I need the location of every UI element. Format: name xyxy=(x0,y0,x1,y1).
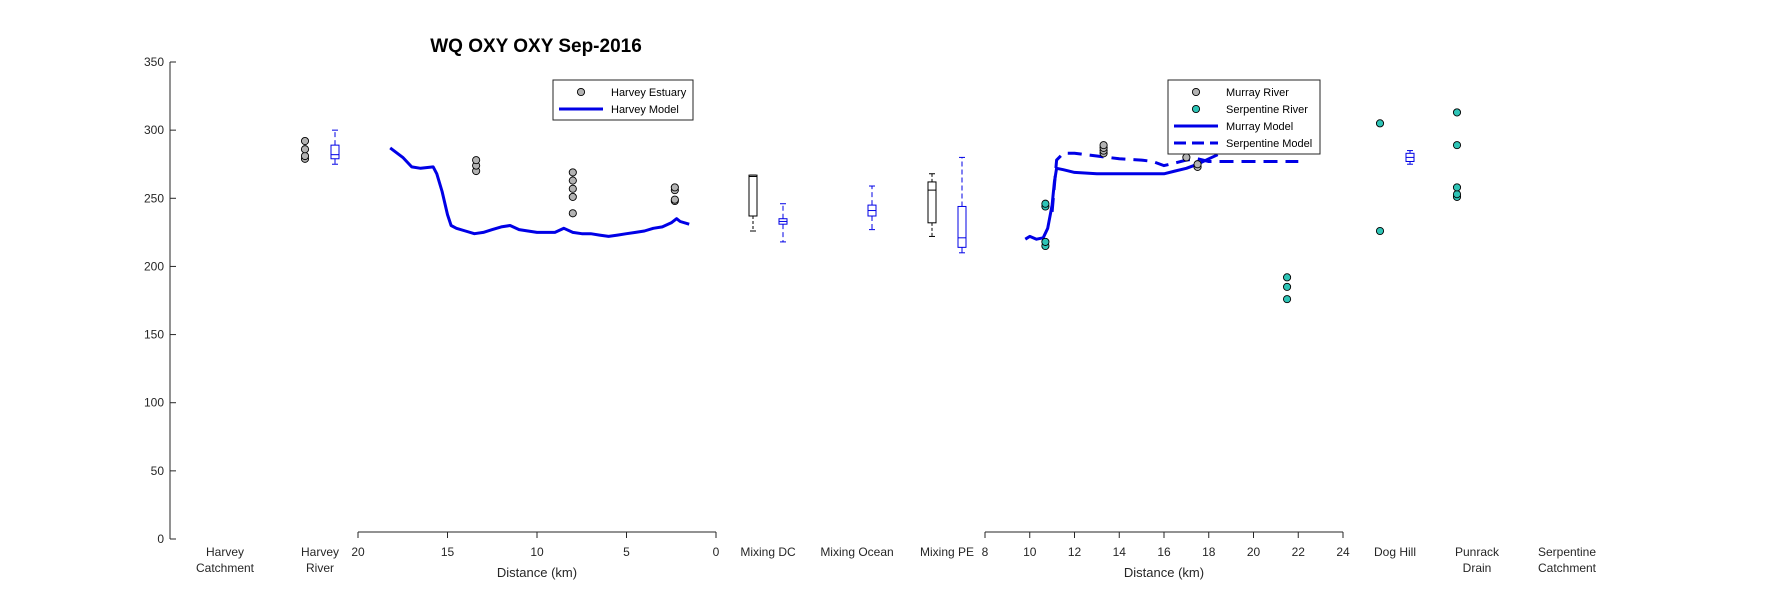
serpentine-river-point xyxy=(1283,295,1292,304)
legend-label: Serpentine River xyxy=(1226,104,1308,116)
category-label-line: Harvey xyxy=(206,545,244,559)
serpentine-river-point xyxy=(1283,282,1292,291)
y-tick-label: 0 xyxy=(157,532,164,546)
y-tick-label: 350 xyxy=(144,55,164,69)
harvey-x-tick-label: 20 xyxy=(351,545,365,559)
legend-frame xyxy=(552,79,694,121)
legend-label: Serpentine Model xyxy=(1226,138,1312,150)
field-point xyxy=(300,136,310,146)
murray-legend: Murray River Serpentine River Murray Model… xyxy=(1167,79,1321,155)
box-body xyxy=(927,181,937,224)
murray-x-tick-label: 16 xyxy=(1157,545,1171,559)
harvey-x-tick-label: 0 xyxy=(713,545,720,559)
category-label: Harvey Catchment xyxy=(196,545,255,575)
category-label-line: Serpentine xyxy=(1538,545,1596,559)
legend-label: Murray River xyxy=(1226,87,1289,99)
field-point xyxy=(1452,141,1462,150)
murray-x-axis-title: Distance (km) xyxy=(1124,565,1204,580)
field-point xyxy=(1452,108,1462,117)
legends-layer: Harvey Estuary Harvey Model Murray River Se… xyxy=(552,79,1321,155)
y-tick-label: 250 xyxy=(144,191,164,205)
harvey-estuary-point xyxy=(568,176,577,185)
field-point xyxy=(300,151,310,161)
murray-x-tick-label: 12 xyxy=(1068,545,1082,559)
serpentine-river-point xyxy=(1041,199,1050,208)
category-label: Serpentine Catchment xyxy=(1538,545,1597,575)
murray-x-tick-label: 8 xyxy=(982,545,989,559)
harvey-legend: Harvey Estuary Harvey Model xyxy=(552,79,694,121)
legend-label: Murray Model xyxy=(1226,121,1293,133)
y-tick-label: 300 xyxy=(144,123,164,137)
murray-river-point xyxy=(1193,160,1202,169)
serpentine-river-point xyxy=(1041,237,1050,246)
chart-title: WQ OXY OXY Sep-2016 xyxy=(430,36,642,57)
legend-marker xyxy=(1191,87,1201,97)
category-label: Punrack Drain xyxy=(1455,545,1500,575)
harvey-estuary-point xyxy=(670,183,679,192)
field-point xyxy=(1375,119,1385,128)
field-points-layer xyxy=(300,108,1462,304)
field-point xyxy=(1375,226,1385,236)
harvey-model-line xyxy=(389,146,690,238)
murray-x-tick-label: 22 xyxy=(1292,545,1306,559)
legend-marker xyxy=(576,87,586,97)
category-label-line: Harvey xyxy=(301,545,339,559)
category-label-line: Catchment xyxy=(196,561,255,575)
boxplots-layer xyxy=(330,129,1415,254)
y-tick-label: 150 xyxy=(144,328,164,342)
murray-x-tick-label: 10 xyxy=(1023,545,1037,559)
legend-label: Harvey Estuary xyxy=(611,87,687,99)
field-point xyxy=(1452,183,1462,192)
murray-model-line xyxy=(1024,153,1219,241)
box-body xyxy=(748,174,758,217)
field-point xyxy=(1452,190,1462,199)
harvey-estuary-point xyxy=(568,184,577,193)
category-label: Dog Hill xyxy=(1374,545,1416,559)
box-body xyxy=(957,205,967,248)
harvey-estuary-point xyxy=(472,156,481,165)
harvey-x-tick-label: 5 xyxy=(623,545,630,559)
harvey-estuary-point xyxy=(568,209,577,218)
y-tick-label: 100 xyxy=(144,396,164,410)
category-label-line: Mixing Ocean xyxy=(820,545,893,559)
category-label: Mixing DC xyxy=(740,545,796,559)
box-body xyxy=(330,144,340,160)
labels-layer: Harvey Catchment Harvey River Mixing DC Mixin… xyxy=(196,545,1597,575)
legend-label: Harvey Model xyxy=(611,104,679,116)
murray-x-tick-label: 18 xyxy=(1202,545,1216,559)
harvey-x-axis-title: Distance (km) xyxy=(497,565,577,580)
field-point xyxy=(300,145,310,154)
category-label-line: Punrack xyxy=(1455,545,1500,559)
y-tick-label: 200 xyxy=(144,259,164,273)
harvey-estuary-point xyxy=(670,195,679,204)
murray-river-point xyxy=(1182,153,1191,162)
harvey-estuary-point xyxy=(568,192,577,201)
y-tick-label: 50 xyxy=(151,464,165,478)
category-label-line: Mixing DC xyxy=(740,545,796,559)
murray-x-tick-label: 20 xyxy=(1247,545,1261,559)
category-label: Mixing PE xyxy=(920,545,974,559)
serpentine-model-line xyxy=(1050,151,1299,213)
harvey-x-tick-label: 10 xyxy=(530,545,544,559)
category-label-line: Drain xyxy=(1463,561,1492,575)
legend-marker xyxy=(1191,104,1201,114)
murray-x-tick-label: 24 xyxy=(1336,545,1350,559)
category-label: Harvey River xyxy=(301,545,339,575)
category-label-line: River xyxy=(306,561,334,575)
category-label-line: Mixing PE xyxy=(920,545,974,559)
model-lines-layer xyxy=(389,146,1299,241)
category-label: Mixing Ocean xyxy=(820,545,893,559)
harvey-estuary-point xyxy=(568,168,577,177)
murray-river-point xyxy=(1099,141,1108,150)
category-label-line: Dog Hill xyxy=(1374,545,1416,559)
harvey-x-tick-label: 15 xyxy=(441,545,455,559)
serpentine-river-point xyxy=(1283,273,1292,282)
murray-x-tick-label: 14 xyxy=(1113,545,1127,559)
category-label-line: Catchment xyxy=(1538,561,1597,575)
